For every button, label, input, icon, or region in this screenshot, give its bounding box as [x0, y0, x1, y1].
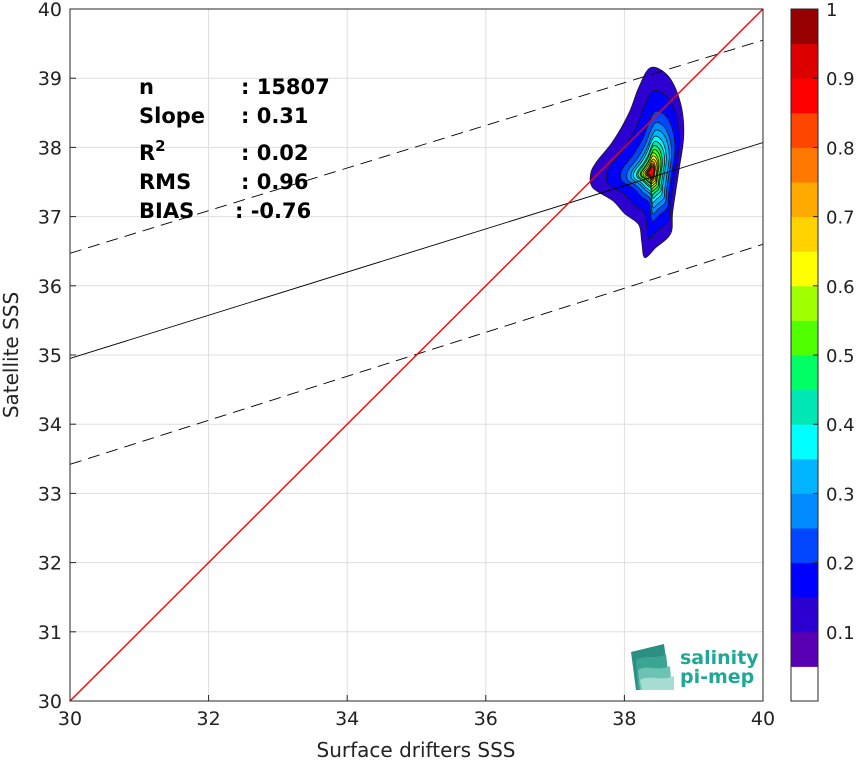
y-axis-ticks: 30 31 32 33 34 35 36 37 38 39 40 — [38, 0, 76, 713]
colorbar-segment-10 — [791, 320, 818, 356]
logo-line2: pi-mep — [680, 666, 754, 688]
stat-label-r: R2 — [139, 137, 166, 165]
regression-bound-line-0 — [69, 39, 764, 254]
colorbar-segment-6 — [791, 458, 818, 494]
colorbar-tick-label-2: 0.3 — [826, 484, 855, 505]
stat-value-n: : 15807 — [241, 75, 330, 99]
colorbar-segment-13 — [791, 216, 818, 252]
stat-value-bias: : -0.76 — [235, 199, 311, 223]
colorbar-segment-16 — [791, 112, 818, 148]
colorbar-tick-label-3: 0.4 — [826, 415, 855, 436]
density-level-0.8 — [647, 165, 655, 179]
stat-value-rms: : 0.96 — [241, 170, 309, 194]
colorbar-segment-18 — [791, 43, 818, 79]
colorbar-tick-label-1: 0.2 — [826, 554, 855, 575]
density-level-group — [589, 66, 685, 259]
one-to-one-line — [69, 8, 764, 702]
y-tick-label-9: 39 — [38, 68, 62, 90]
y-axis-label: Satellite SSS — [0, 292, 23, 418]
y-tick-label-10: 40 — [38, 0, 62, 21]
colorbar-segment-5 — [791, 493, 818, 529]
salinity-pimep-logo: salinity pi-mep — [631, 644, 759, 690]
colorbar-segment-2 — [791, 597, 818, 633]
y-tick-label-0: 30 — [38, 691, 62, 713]
colorbar-segment-11 — [791, 285, 818, 321]
colorbar-segment-9 — [791, 355, 818, 391]
stat-label-bias: BIAS — [139, 199, 194, 223]
stats-panel: n : 15807 Slope : 0.31 R2 : 0.02 RMS : 0.96 BIAS… — [139, 75, 330, 223]
colorbar-tick-label-4: 0.5 — [826, 346, 855, 367]
colorbar-tick-label-0: 0.1 — [826, 623, 855, 644]
colorbar-segment-8 — [791, 389, 818, 425]
colorbar-segment-14 — [791, 182, 818, 218]
stat-label-n: n — [139, 75, 154, 99]
stat-value-r: : 0.02 — [241, 141, 309, 165]
x-tick-label-1: 32 — [197, 708, 221, 730]
colorbar-segment-3 — [791, 562, 818, 598]
colorbar-tick-label-9: 1 — [826, 0, 837, 21]
stat-label-rms: RMS — [139, 170, 191, 194]
y-tick-label-2: 32 — [38, 553, 62, 575]
x-tick-label-0: 30 — [58, 708, 82, 730]
colorbar-segment-4 — [791, 528, 818, 564]
colorbar-segment-7 — [791, 424, 818, 460]
colorbar-tick-label-6: 0.7 — [826, 208, 855, 229]
colorbar-segment-19 — [791, 9, 818, 45]
colorbar-segment-15 — [791, 147, 818, 183]
colorbar-segment-12 — [791, 251, 818, 287]
colorbar-tick-label-7: 0.8 — [826, 138, 855, 159]
colorbar-tick-label-5: 0.6 — [826, 277, 855, 298]
colorbar-segment-1 — [791, 631, 818, 667]
colorbar: 0.1 0.2 0.3 0.4 0.5 0.6 0.7 0.8 0.9 1 — [790, 0, 855, 702]
logo-waves-icon — [631, 644, 674, 690]
logo-line1: salinity — [680, 647, 759, 669]
y-tick-label-6: 36 — [38, 276, 62, 298]
y-tick-label-7: 37 — [38, 207, 62, 229]
y-tick-label-5: 35 — [38, 345, 62, 367]
grid — [69, 8, 764, 702]
colorbar-segment-0 — [791, 666, 818, 702]
x-tick-label-4: 38 — [612, 708, 636, 730]
stat-value-slope: : 0.31 — [241, 104, 309, 128]
colorbar-segment-17 — [791, 78, 818, 114]
colorbar-tick-label-8: 0.9 — [826, 69, 855, 90]
x-tick-label-5: 40 — [751, 708, 775, 730]
y-tick-label-1: 31 — [38, 622, 62, 644]
y-tick-label-3: 33 — [38, 483, 62, 505]
regression-lines — [69, 8, 764, 702]
y-tick-label-4: 34 — [38, 414, 62, 436]
x-tick-label-2: 34 — [335, 708, 359, 730]
x-axis-ticks: 30 32 34 36 38 40 — [58, 695, 775, 730]
density-contours — [589, 66, 685, 259]
regression-line — [69, 142, 764, 359]
y-tick-label-8: 38 — [38, 137, 62, 159]
x-tick-label-3: 36 — [474, 708, 498, 730]
stat-label-slope: Slope — [139, 104, 205, 128]
x-axis-label: Surface drifters SSS — [317, 738, 516, 762]
